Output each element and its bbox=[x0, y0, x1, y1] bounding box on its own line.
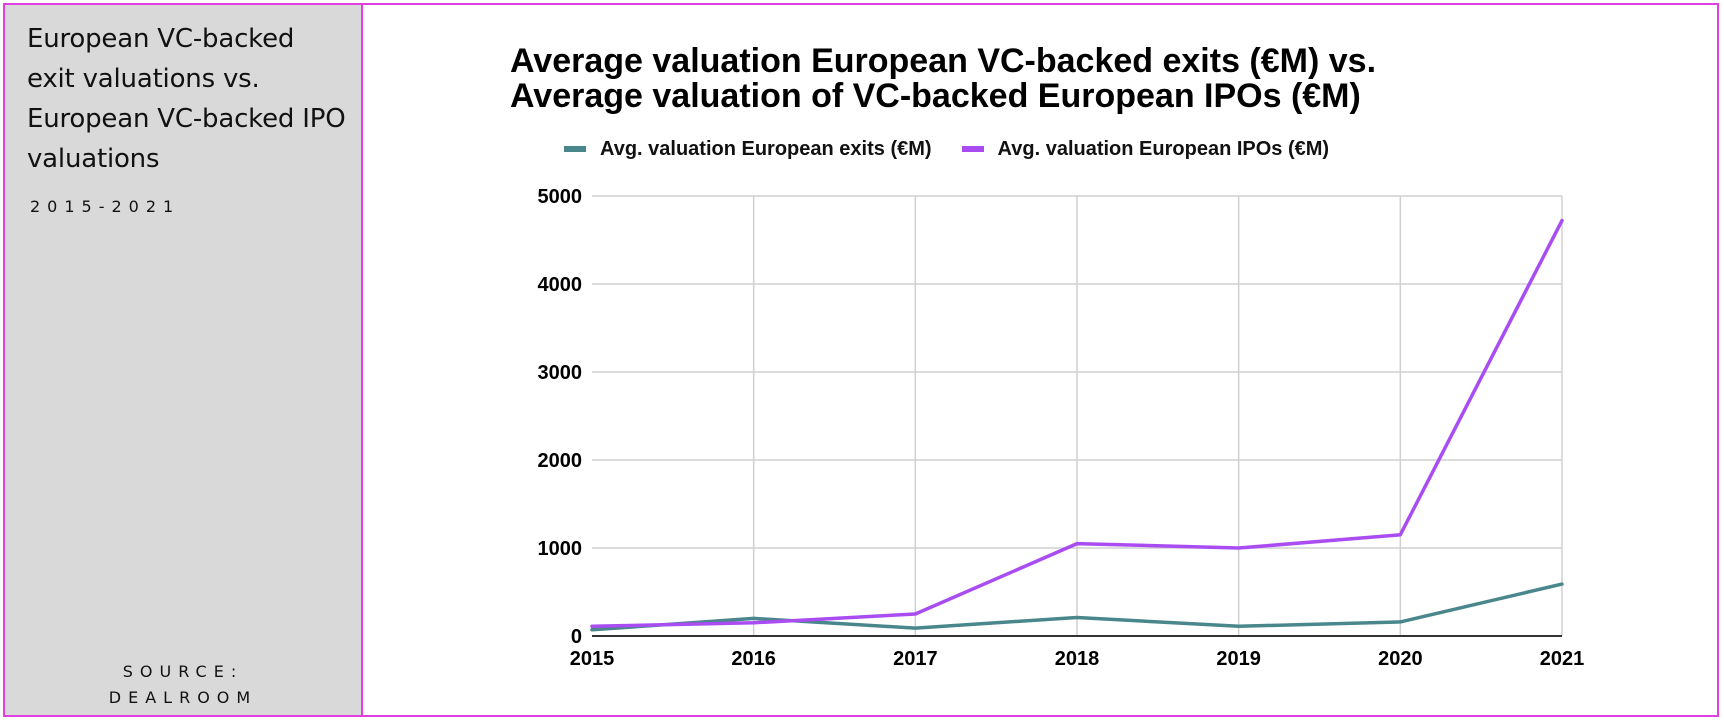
sidebar-panel: European VC-backed exit valuations vs. E… bbox=[5, 5, 363, 715]
x-tick-label: 2018 bbox=[1055, 648, 1100, 670]
source-name: DEALROOM bbox=[108, 688, 258, 707]
source-label: SOURCE: bbox=[122, 662, 244, 681]
y-tick-label: 5000 bbox=[538, 186, 583, 208]
legend-swatch-ipos bbox=[961, 146, 984, 152]
series-line-ipos bbox=[590, 218, 1564, 629]
y-tick-label: 3000 bbox=[538, 362, 583, 384]
legend-label-exits: Avg. valuation European exits (€M) bbox=[600, 137, 932, 160]
x-tick-label: 2020 bbox=[1378, 648, 1423, 670]
x-tick-label: 2021 bbox=[1540, 648, 1585, 670]
sidebar-source: SOURCE: DEALROOM bbox=[5, 659, 361, 711]
x-tick-label: 2015 bbox=[570, 648, 615, 670]
chart-title-line-2: Average valuation of VC-backed European … bbox=[510, 77, 1361, 115]
series-line-exits bbox=[590, 582, 1564, 632]
y-tick-label: 2000 bbox=[538, 450, 583, 472]
y-tick-label: 4000 bbox=[538, 274, 583, 296]
chart-frame: European VC-backed exit valuations vs. E… bbox=[3, 3, 1719, 717]
y-tick-label: 0 bbox=[571, 626, 582, 648]
legend-swatch-exits bbox=[564, 146, 586, 152]
y-tick-label: 1000 bbox=[538, 538, 583, 560]
legend-label-ipos: Avg. valuation European IPOs (€M) bbox=[997, 137, 1330, 160]
x-tick-label: 2017 bbox=[893, 648, 938, 670]
sidebar-period: 2015-2021 bbox=[30, 197, 181, 216]
chart-title-line-1: Average valuation European VC-backed exi… bbox=[510, 42, 1377, 80]
chart-title: Average valuation European VC-backed exi… bbox=[510, 44, 1610, 114]
x-tick-label: 2016 bbox=[731, 648, 776, 670]
sidebar-title: European VC-backed exit valuations vs. E… bbox=[27, 24, 346, 174]
x-tick-label: 2019 bbox=[1216, 648, 1261, 670]
chart-legend: Avg. valuation European exits (€M) Avg. … bbox=[564, 136, 1359, 162]
legend-item-exits: Avg. valuation European exits (€M) bbox=[564, 138, 932, 161]
legend-item-ipos: Avg. valuation European IPOs (€M) bbox=[961, 137, 1330, 161]
